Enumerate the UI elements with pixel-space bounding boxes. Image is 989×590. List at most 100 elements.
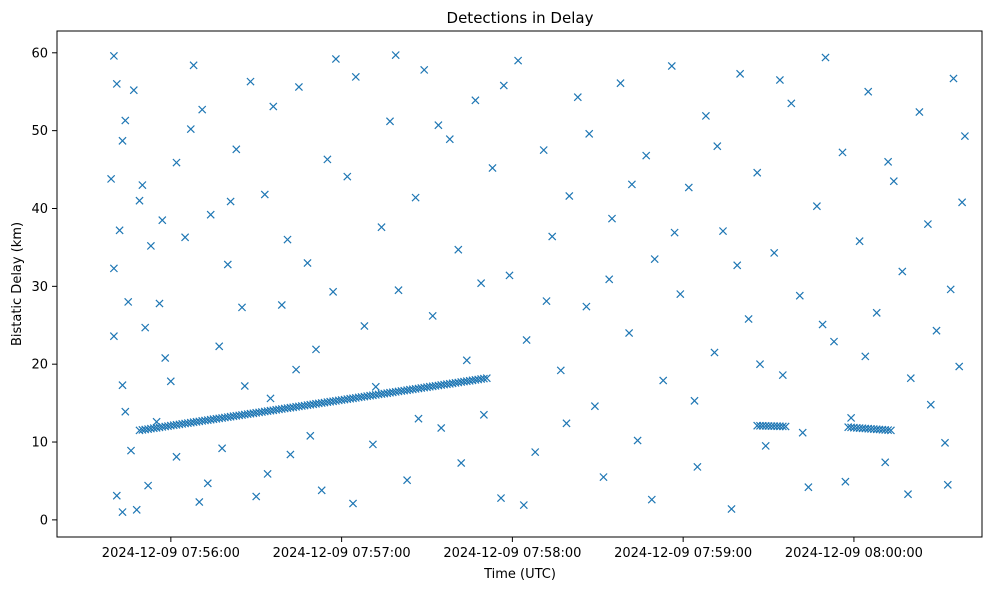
data-point <box>627 180 636 189</box>
data-point <box>411 193 420 202</box>
data-point <box>394 286 403 295</box>
data-point <box>172 158 181 167</box>
data-point <box>172 452 181 461</box>
y-tick-label: 30 <box>31 280 48 295</box>
data-point <box>562 419 571 428</box>
x-tick-label: 2024-12-09 07:57:00 <box>273 546 411 561</box>
data-point <box>531 448 540 457</box>
data-point <box>206 210 215 219</box>
data-point <box>385 117 395 126</box>
data-point <box>727 504 736 514</box>
data-point <box>838 148 847 157</box>
x-axis-ticks: 2024-12-09 07:56:00 2024-12-09 07:57:00 20… <box>102 537 923 561</box>
data-point <box>713 142 722 151</box>
data-point <box>112 491 121 500</box>
data-point <box>499 81 508 90</box>
data-point <box>642 151 651 160</box>
data-point <box>940 438 950 447</box>
data-point <box>733 261 742 270</box>
data-point <box>371 382 380 391</box>
data-point <box>778 371 787 380</box>
data-point <box>294 82 303 92</box>
data-point <box>155 299 164 308</box>
data-point <box>565 191 574 201</box>
data-point <box>218 444 227 453</box>
data-point <box>864 87 873 96</box>
data-point <box>121 116 130 125</box>
data-point <box>847 413 856 422</box>
data-point <box>898 267 907 276</box>
data-point <box>693 462 702 471</box>
data-point <box>311 345 321 354</box>
data-point <box>115 226 124 235</box>
data-point <box>445 135 454 144</box>
data-point <box>462 356 471 365</box>
data-point <box>633 436 642 445</box>
data-point <box>368 440 377 449</box>
data-point <box>109 51 118 60</box>
data-point <box>755 360 765 369</box>
data-point <box>403 476 412 485</box>
data-point <box>351 72 360 81</box>
x-tick-label: 2024-12-09 07:56:00 <box>102 546 240 561</box>
data-point <box>420 65 429 74</box>
y-tick-label: 20 <box>31 358 48 373</box>
data-point <box>605 275 614 284</box>
data-point <box>960 132 969 141</box>
data-point <box>240 381 249 391</box>
data-point <box>181 233 190 242</box>
data-point <box>266 394 275 403</box>
data-point <box>701 111 710 120</box>
data-point <box>283 235 292 244</box>
data-point <box>787 99 796 108</box>
data-point <box>477 279 486 288</box>
data-point <box>647 495 656 504</box>
data-point <box>109 332 118 341</box>
data-point <box>121 407 130 416</box>
data-points <box>107 51 969 517</box>
data-point <box>718 227 728 236</box>
data-point <box>479 410 488 419</box>
data-point <box>263 469 272 478</box>
data-point <box>479 374 488 383</box>
data-point <box>166 377 175 386</box>
data-point <box>377 223 386 232</box>
data-point <box>923 220 932 229</box>
data-point <box>585 129 594 138</box>
x-axis-label: Time (UTC) <box>483 567 556 582</box>
data-point <box>884 426 893 435</box>
data-point <box>667 61 676 71</box>
data-point <box>158 216 167 225</box>
data-point <box>118 381 127 390</box>
data-point <box>329 287 338 296</box>
data-point <box>590 402 599 411</box>
data-point <box>161 353 170 363</box>
data-point <box>124 297 133 306</box>
data-point <box>195 497 204 507</box>
data-point <box>926 400 935 409</box>
data-point <box>331 54 340 64</box>
data-point <box>118 508 127 517</box>
data-point <box>582 302 591 311</box>
data-point <box>872 308 881 317</box>
data-point <box>277 300 286 310</box>
data-point <box>514 56 523 65</box>
data-point <box>260 190 269 199</box>
data-point <box>286 450 295 459</box>
x-tick-label: 2024-12-09 07:59:00 <box>614 546 752 561</box>
data-point <box>710 348 719 357</box>
y-tick-label: 0 <box>40 513 48 528</box>
chart-title: Detections in Delay <box>447 9 594 27</box>
data-point <box>881 458 890 467</box>
data-point <box>226 197 235 206</box>
y-tick-label: 60 <box>31 46 48 61</box>
data-point <box>607 214 617 223</box>
data-point <box>198 105 207 114</box>
data-point <box>343 172 352 181</box>
data-point <box>471 96 480 105</box>
data-point <box>599 473 608 482</box>
data-point <box>798 428 807 437</box>
data-point <box>292 365 301 374</box>
x-tick-label: 2024-12-09 08:00:00 <box>785 546 923 561</box>
data-point <box>414 414 423 423</box>
